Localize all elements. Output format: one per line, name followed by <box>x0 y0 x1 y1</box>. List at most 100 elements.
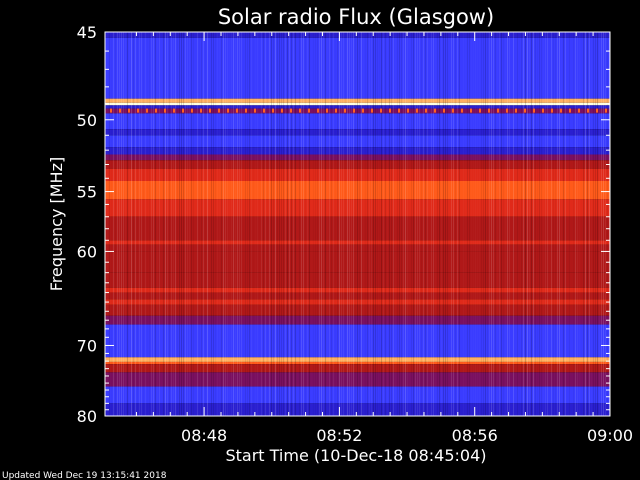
noise-streak <box>347 32 348 416</box>
noise-streak <box>479 32 480 416</box>
noise-streak <box>353 32 354 416</box>
noise-streak <box>567 32 568 416</box>
noise-streak <box>119 32 120 416</box>
noise-streak <box>421 32 422 416</box>
y-axis-label: Frequency [MHz] <box>47 157 66 291</box>
noise-streak <box>199 32 200 416</box>
noise-streak <box>343 32 344 416</box>
noise-streak <box>203 32 204 416</box>
heatmap-band-16 <box>105 240 610 245</box>
noise-streak <box>211 32 212 416</box>
interference-dot <box>191 108 193 113</box>
noise-streak <box>225 32 226 416</box>
noise-streak <box>221 32 222 416</box>
noise-streak <box>195 32 196 416</box>
noise-streak <box>483 32 484 416</box>
heatmap-band-10 <box>105 154 610 161</box>
noise-streak <box>389 32 390 416</box>
noise-streak <box>527 32 528 416</box>
noise-streak <box>315 32 316 416</box>
noise-streak <box>357 32 358 416</box>
noise-streak <box>377 32 378 416</box>
interference-dot <box>560 108 562 113</box>
noise-streak <box>423 32 424 416</box>
updated-timestamp: Updated Wed Dec 19 13:15:41 2018 <box>2 471 167 480</box>
noise-streak <box>269 32 270 416</box>
interference-dot <box>551 108 553 113</box>
chart-title: Solar radio Flux (Glasgow) <box>218 5 494 29</box>
noise-streak <box>229 32 230 416</box>
noise-streak <box>179 32 180 416</box>
noise-streak <box>303 32 304 416</box>
y-tick-label: 80 <box>77 407 97 426</box>
noise-streak <box>133 32 134 416</box>
interference-dot <box>515 108 517 113</box>
heatmap-band-2 <box>105 98 610 103</box>
noise-streak <box>425 32 426 416</box>
heatmap-band-25 <box>105 324 610 358</box>
interference-dot <box>290 108 292 113</box>
noise-streak <box>271 32 272 416</box>
noise-streak <box>565 32 566 416</box>
interference-dot <box>173 108 175 113</box>
noise-streak <box>513 32 514 416</box>
noise-streak <box>251 32 252 416</box>
noise-streak <box>267 32 268 416</box>
x-tick-label: 08:48 <box>181 426 227 445</box>
noise-streak <box>431 32 432 416</box>
heatmap-band-19 <box>105 272 610 288</box>
heatmap-band-23 <box>105 304 610 316</box>
heatmap-band-20 <box>105 287 610 293</box>
noise-streak <box>519 32 520 416</box>
heatmap-band-5 <box>105 108 610 114</box>
noise-streak <box>223 32 224 416</box>
interference-dot <box>371 108 373 113</box>
noise-streak <box>551 32 552 416</box>
noise-streak <box>333 32 334 416</box>
noise-streak <box>107 32 108 416</box>
heatmap-band-11 <box>105 160 610 169</box>
noise-streak <box>249 32 250 416</box>
noise-streak <box>207 32 208 416</box>
noise-streak <box>231 32 232 416</box>
noise-streak <box>499 32 500 416</box>
noise-streak <box>301 32 302 416</box>
noise-streak <box>309 32 310 416</box>
heatmap-band-28 <box>105 364 610 373</box>
noise-streak <box>413 32 414 416</box>
noise-streak <box>437 32 438 416</box>
noise-streak <box>435 32 436 416</box>
x-axis-label: Start Time (10-Dec-18 08:45:04) <box>225 446 486 465</box>
noise-streak <box>243 32 244 416</box>
noise-streak <box>263 32 264 416</box>
noise-streak <box>341 32 342 416</box>
noise-streak <box>595 32 596 416</box>
noise-streak <box>427 32 428 416</box>
noise-streak <box>391 32 392 416</box>
noise-streak <box>369 32 370 416</box>
noise-streak <box>443 32 444 416</box>
noise-streak <box>335 32 336 416</box>
noise-streak <box>559 32 560 416</box>
noise-streak <box>457 32 458 416</box>
interference-dot <box>119 108 121 113</box>
noise-streak <box>597 32 598 416</box>
y-tick-label: 70 <box>77 337 97 356</box>
interference-dot <box>236 108 238 113</box>
noise-streak <box>325 32 326 416</box>
noise-streak <box>189 32 190 416</box>
noise-streak <box>383 32 384 416</box>
interference-dot <box>443 108 445 113</box>
noise-streak <box>149 32 150 416</box>
noise-streak <box>501 32 502 416</box>
interference-dot <box>578 108 580 113</box>
noise-streak <box>287 32 288 416</box>
interference-dot <box>209 108 211 113</box>
noise-streak <box>131 32 132 416</box>
interference-dot <box>353 108 355 113</box>
noise-streak <box>585 32 586 416</box>
noise-streak <box>471 32 472 416</box>
noise-streak <box>165 32 166 416</box>
noise-streak <box>167 32 168 416</box>
noise-streak <box>465 32 466 416</box>
